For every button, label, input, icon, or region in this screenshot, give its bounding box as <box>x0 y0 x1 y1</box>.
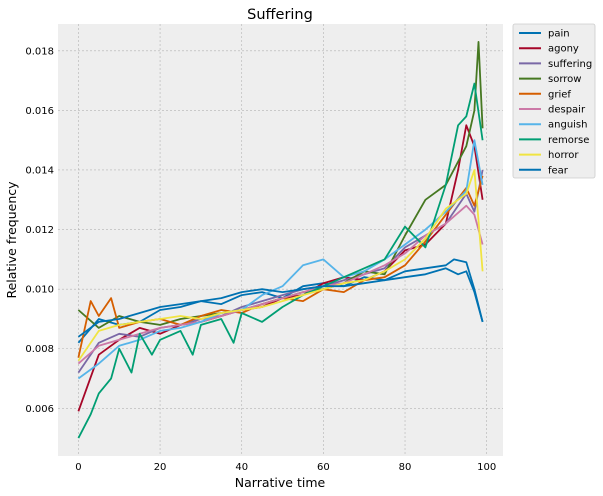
x-tick-label: 0 <box>75 462 81 473</box>
x-tick-label: 100 <box>477 462 496 473</box>
y-tick-label: 0.018 <box>25 46 54 57</box>
legend-label-grief: grief <box>548 89 571 100</box>
series-line-anguish <box>77 139 484 380</box>
legend-label-despair: despair <box>548 105 586 116</box>
legend-label-sorrow: sorrow <box>548 74 581 85</box>
series-line-fear <box>77 267 484 338</box>
y-tick-label: 0.006 <box>25 404 54 415</box>
x-tick-label: 40 <box>235 462 248 473</box>
grid-lines <box>58 24 503 456</box>
plot-background <box>58 24 503 456</box>
series-line-horror <box>77 169 484 362</box>
x-axis-label: Narrative time <box>235 475 326 490</box>
legend-label-fear: fear <box>548 165 569 176</box>
series-line-remorse <box>77 82 484 439</box>
x-tick-label: 60 <box>317 462 330 473</box>
legend-label-horror: horror <box>548 150 579 161</box>
y-axis-label: Relative frequency <box>4 181 19 299</box>
chart-title: Suffering <box>247 7 313 23</box>
axis-ticks: 0 20 40 60 80 100 0.006 0.008 0.010 0.012 0.014 0.0… <box>25 46 496 473</box>
series-lines <box>77 41 484 439</box>
y-tick-label: 0.008 <box>25 344 54 355</box>
x-tick-label: 80 <box>399 462 412 473</box>
y-tick-label: 0.012 <box>25 225 54 236</box>
y-tick-label: 0.016 <box>25 106 54 117</box>
y-tick-label: 0.014 <box>25 165 54 176</box>
legend-label-agony: agony <box>548 44 579 55</box>
legend: pain agony suffering sorrow grief despair angu… <box>512 23 596 179</box>
legend-label-pain: pain <box>548 29 570 40</box>
legend-label-suffering: suffering <box>548 59 592 70</box>
y-tick-label: 0.010 <box>25 285 54 296</box>
legend-label-remorse: remorse <box>548 135 589 146</box>
x-tick-label: 20 <box>154 462 167 473</box>
series-line-despair <box>77 204 484 365</box>
legend-label-anguish: anguish <box>548 120 587 131</box>
series-line-pain <box>77 258 484 344</box>
